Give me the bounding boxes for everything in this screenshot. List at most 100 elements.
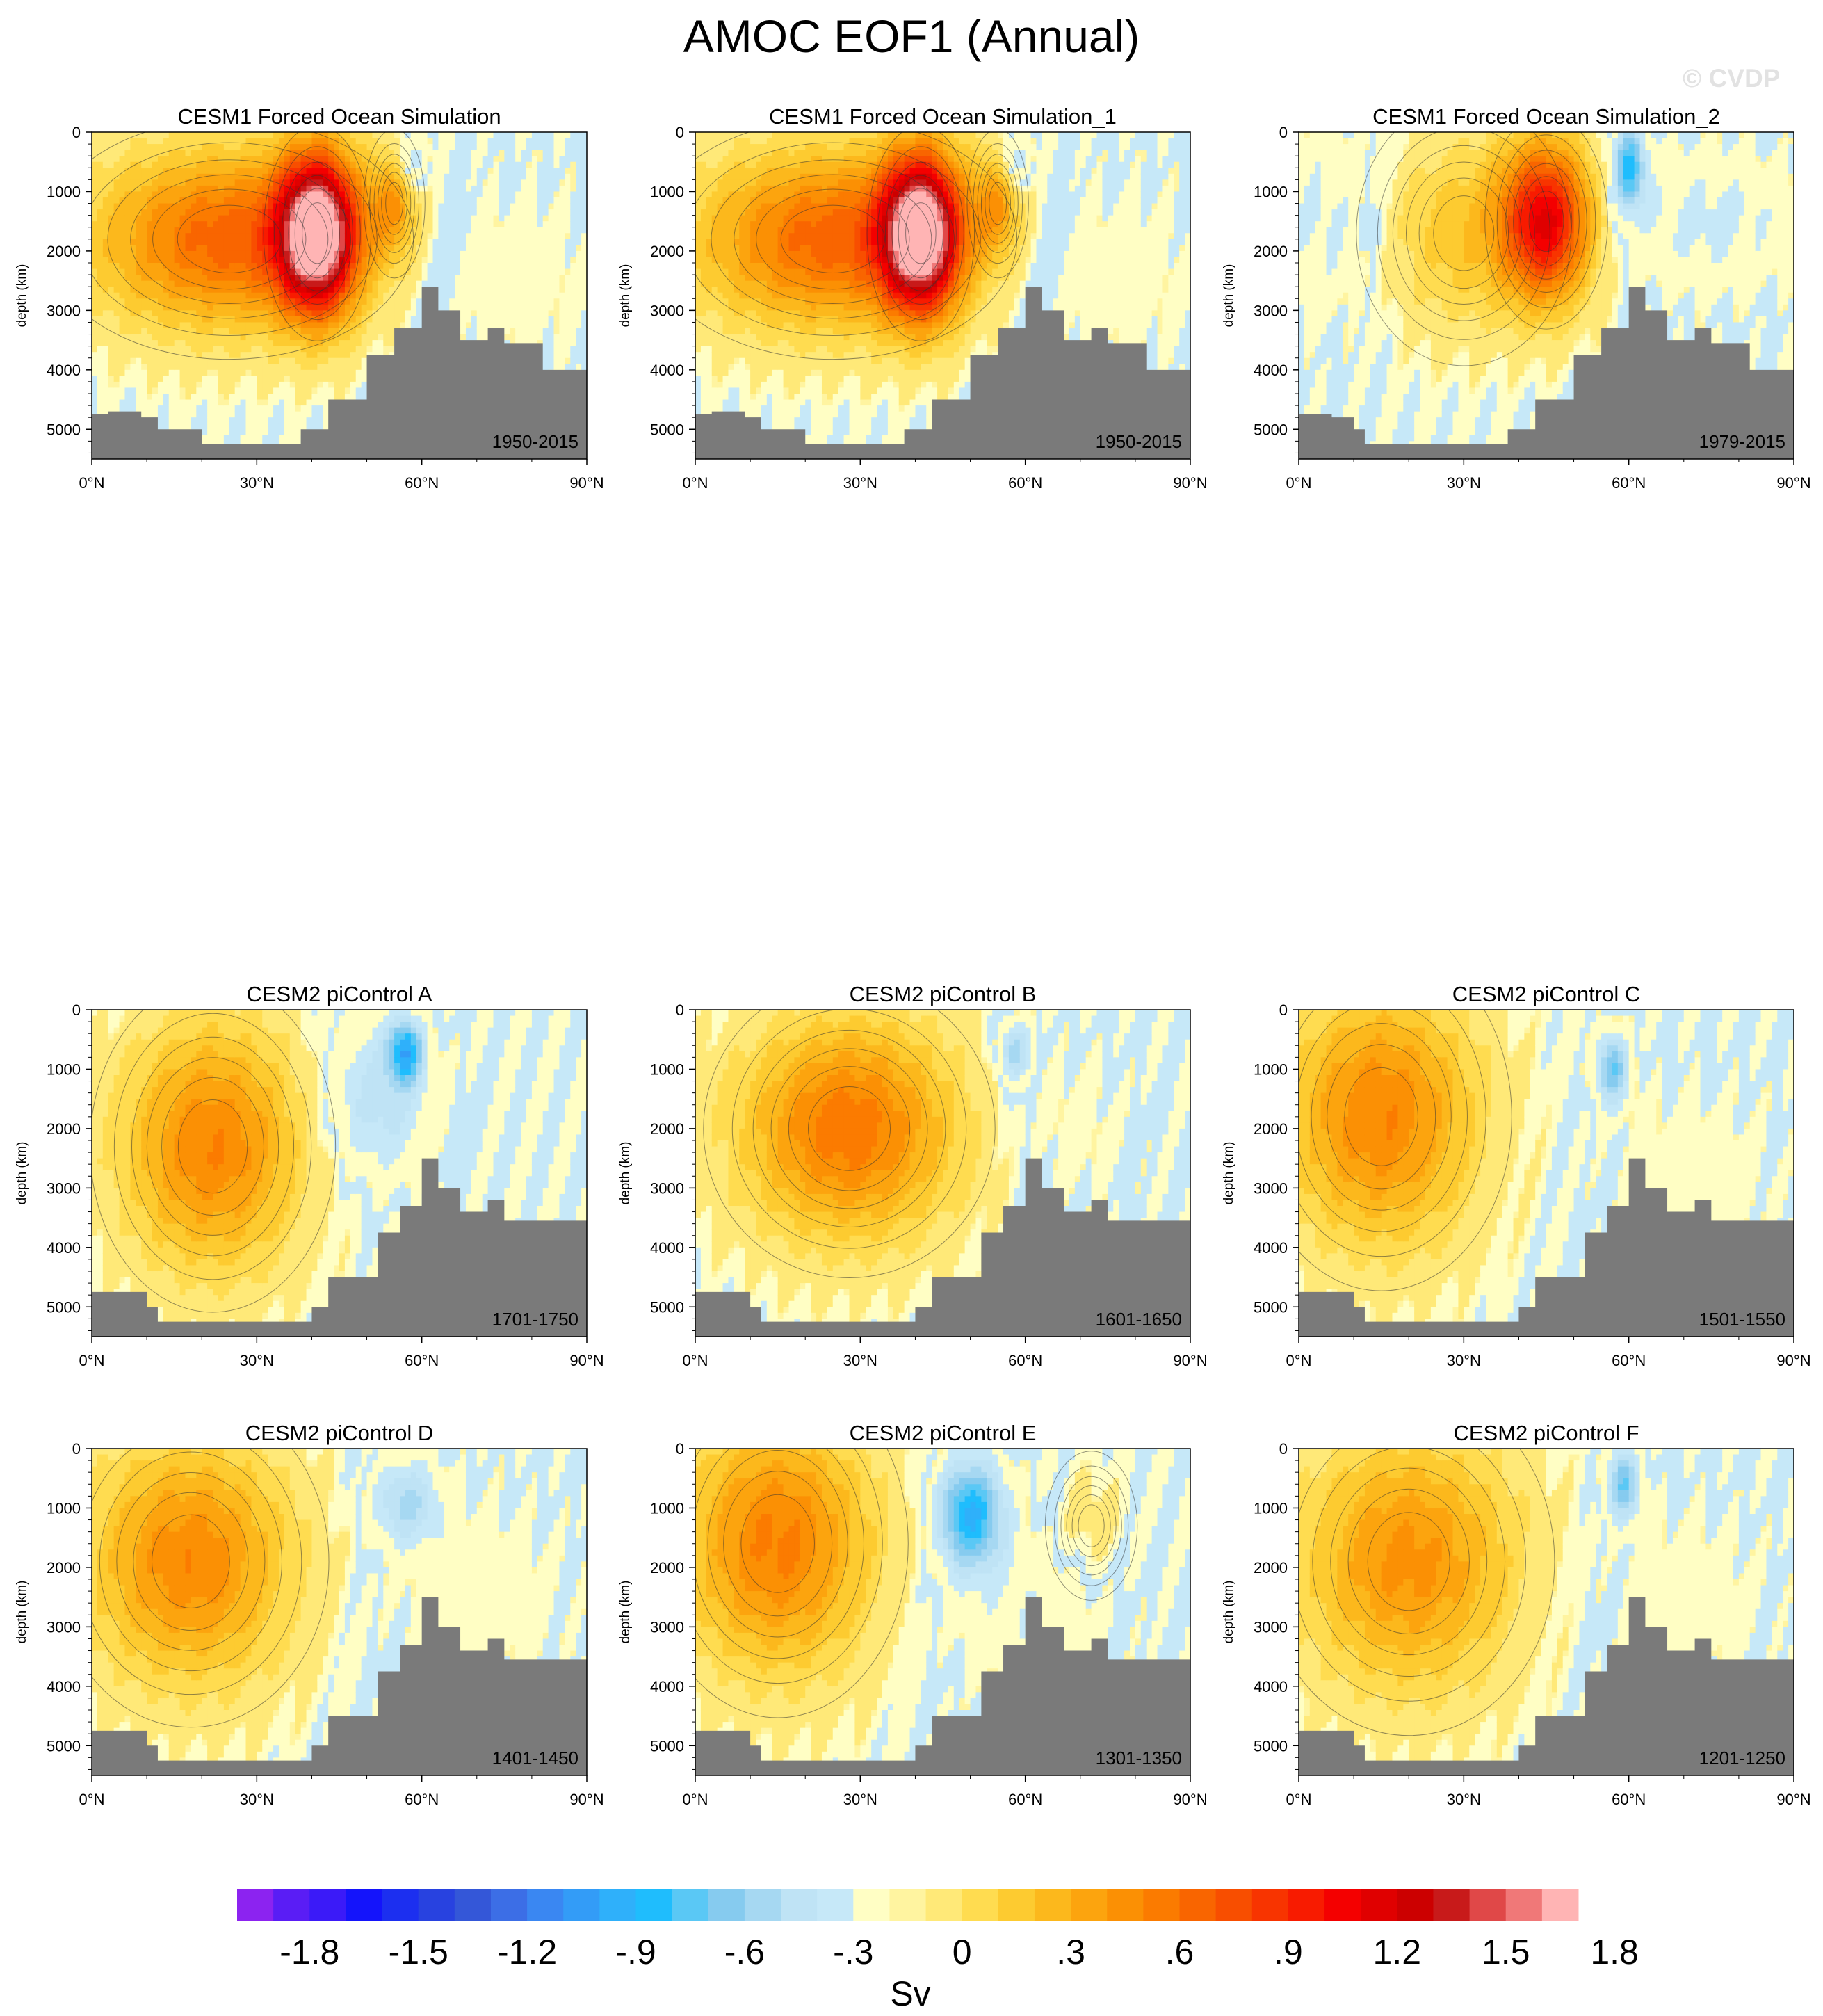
contour-cell bbox=[323, 394, 329, 401]
contour-cell bbox=[191, 387, 197, 394]
contour-cell bbox=[400, 227, 406, 234]
contour-cell bbox=[251, 310, 257, 317]
contour-cell bbox=[213, 156, 219, 163]
contour-cell bbox=[521, 263, 527, 270]
contour-cell bbox=[229, 161, 236, 168]
contour-cell bbox=[471, 215, 478, 222]
contour-cell bbox=[223, 221, 230, 228]
contour-cell bbox=[179, 185, 186, 193]
contour-cell bbox=[559, 144, 565, 151]
contour-cell bbox=[108, 179, 115, 186]
contour-cell bbox=[465, 191, 472, 198]
contour-cell bbox=[317, 168, 323, 175]
contour-cell bbox=[130, 268, 136, 275]
contour-cell bbox=[526, 263, 533, 270]
contour-cell bbox=[432, 233, 439, 240]
contour-cell bbox=[548, 310, 555, 317]
contour-cell bbox=[378, 257, 384, 264]
contour-cell bbox=[306, 132, 313, 139]
contour-cell bbox=[108, 215, 115, 222]
contour-cell bbox=[416, 173, 423, 180]
contour-cell bbox=[306, 215, 313, 222]
contour-cell bbox=[289, 364, 296, 371]
contour-cell bbox=[234, 328, 241, 335]
contour-cell bbox=[278, 429, 285, 436]
contour-cell bbox=[163, 423, 170, 430]
contour-cell bbox=[136, 197, 142, 204]
contour-cell bbox=[476, 239, 483, 245]
contour-cell bbox=[455, 179, 461, 186]
contour-cell bbox=[499, 132, 505, 139]
contour-cell bbox=[147, 191, 153, 198]
contour-cell bbox=[344, 233, 351, 240]
contour-cell bbox=[119, 221, 126, 228]
contour-cell bbox=[537, 275, 544, 282]
contour-cell bbox=[476, 245, 483, 252]
contour-cell bbox=[191, 239, 197, 245]
contour-cell bbox=[245, 215, 252, 222]
contour-cell bbox=[432, 168, 439, 175]
contour-cell bbox=[432, 156, 439, 163]
contour-cell bbox=[168, 250, 175, 258]
contour-cell bbox=[394, 250, 400, 258]
contour-cell bbox=[168, 316, 175, 323]
contour-cell bbox=[289, 334, 296, 341]
contour-cell bbox=[262, 346, 268, 353]
contour-cell bbox=[295, 191, 302, 198]
contour-cell bbox=[444, 179, 450, 186]
contour-cell bbox=[334, 156, 340, 163]
contour-cell bbox=[344, 132, 351, 139]
contour-cell bbox=[432, 263, 439, 270]
contour-cell bbox=[471, 239, 478, 245]
contour-cell bbox=[476, 168, 483, 175]
contour-cell bbox=[576, 173, 582, 180]
contour-cell bbox=[482, 328, 489, 335]
contour-cell bbox=[113, 376, 120, 382]
contour-cell bbox=[130, 132, 136, 139]
contour-cell bbox=[185, 340, 191, 347]
contour-cell bbox=[471, 197, 478, 204]
contour-cell bbox=[449, 185, 455, 193]
contour-cell bbox=[548, 357, 555, 364]
contour-cell bbox=[350, 334, 357, 341]
contour-cell bbox=[273, 275, 279, 282]
contour-cell bbox=[113, 316, 120, 323]
contour-cell bbox=[432, 227, 439, 234]
contour-cell bbox=[113, 179, 120, 186]
contour-cell bbox=[553, 245, 560, 252]
contour-cell bbox=[400, 268, 406, 275]
contour-cell bbox=[432, 179, 439, 186]
contour-cell bbox=[339, 185, 346, 193]
contour-cell bbox=[344, 221, 351, 228]
contour-cell bbox=[581, 209, 587, 216]
contour-cell bbox=[251, 287, 257, 293]
contour-cell bbox=[174, 144, 181, 151]
contour-cell bbox=[400, 250, 406, 258]
contour-cell bbox=[323, 197, 329, 204]
contour-cell bbox=[410, 292, 417, 299]
contour-cell bbox=[257, 150, 263, 156]
contour-cell bbox=[97, 185, 104, 193]
contour-cell bbox=[92, 340, 98, 347]
contour-cell bbox=[185, 221, 191, 228]
contour-cell bbox=[295, 369, 302, 376]
contour-cell bbox=[273, 423, 279, 430]
contour-cell bbox=[213, 304, 219, 311]
contour-cell bbox=[438, 156, 444, 163]
contour-cell bbox=[218, 369, 225, 376]
contour-cell bbox=[278, 215, 285, 222]
contour-cell bbox=[234, 179, 241, 186]
contour-cell bbox=[334, 334, 340, 341]
contour-cell bbox=[278, 316, 285, 323]
contour-cell bbox=[548, 156, 555, 163]
contour-cell bbox=[191, 132, 197, 139]
contour-cell bbox=[378, 334, 384, 341]
contour-cell bbox=[339, 275, 346, 282]
contour-cell bbox=[191, 185, 197, 193]
contour-cell bbox=[416, 209, 423, 216]
contour-cell bbox=[565, 334, 571, 341]
contour-cell bbox=[405, 173, 412, 180]
contour-cell bbox=[317, 173, 323, 180]
contour-cell bbox=[289, 215, 296, 222]
contour-cell bbox=[289, 138, 296, 145]
